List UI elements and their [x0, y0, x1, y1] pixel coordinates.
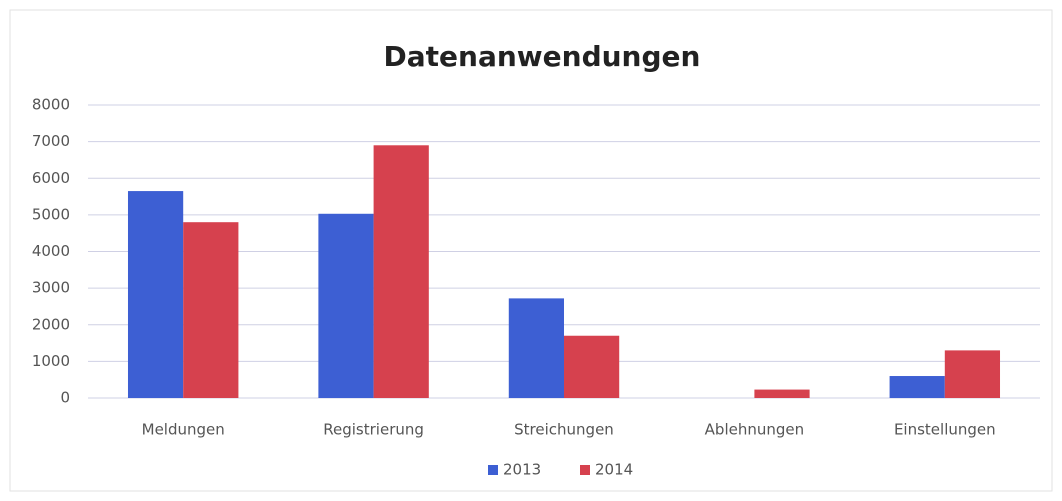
x-tick-label: Streichungen	[514, 421, 614, 439]
bar	[373, 145, 429, 398]
y-tick-label: 7000	[32, 132, 70, 150]
bar	[889, 376, 945, 398]
legend-label: 2014	[595, 461, 633, 479]
bar	[944, 350, 1001, 398]
y-tick-label: 2000	[32, 315, 70, 333]
y-tick-label: 3000	[32, 279, 70, 297]
legend-label: 2013	[503, 461, 541, 479]
y-tick-label: 8000	[32, 96, 70, 114]
y-tick-label: 0	[60, 389, 70, 407]
y-tick-label: 4000	[32, 242, 70, 260]
x-tick-label: Meldungen	[142, 421, 225, 439]
legend-swatch	[580, 465, 590, 475]
bar	[183, 222, 239, 398]
bar	[564, 335, 620, 398]
bar	[508, 298, 564, 398]
bar	[127, 191, 184, 398]
y-tick-label: 6000	[32, 169, 70, 187]
y-tick-label: 5000	[32, 205, 70, 223]
x-tick-label: Einstellungen	[894, 421, 996, 439]
x-tick-label: Registrierung	[323, 421, 424, 439]
chart-title: Datenanwendungen	[384, 40, 701, 73]
bar	[318, 213, 374, 398]
y-tick-label: 1000	[32, 352, 70, 370]
x-tick-label: Ablehnungen	[705, 421, 804, 439]
bar	[754, 389, 810, 398]
legend-swatch	[488, 465, 498, 475]
